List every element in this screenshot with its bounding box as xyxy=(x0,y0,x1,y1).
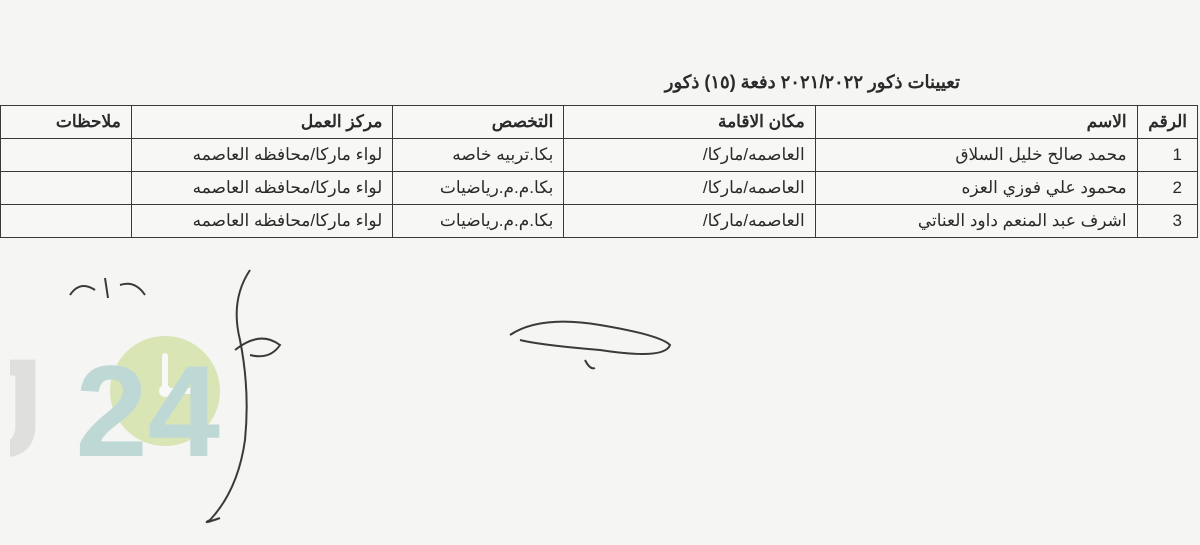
cell-num: 2 xyxy=(1137,172,1197,205)
signature-small-mark xyxy=(60,270,150,315)
cell-num: 3 xyxy=(1137,205,1197,238)
svg-text:J: J xyxy=(10,329,45,486)
cell-residence: العاصمه/ماركا/ xyxy=(564,139,815,172)
table-row: 1 محمد صالح خليل السلاق العاصمه/ماركا/ ب… xyxy=(1,139,1198,172)
table-header-row: الرقم الاسم مكان الاقامة التخصص مركز الع… xyxy=(1,106,1198,139)
cell-name: محمد صالح خليل السلاق xyxy=(815,139,1137,172)
page-title: تعيينات ذكور ٢٠٢١/٢٠٢٢ دفعة (١٥) ذكور xyxy=(665,72,960,93)
cell-work: لواء ماركا/محافظه العاصمه xyxy=(131,172,393,205)
cell-residence: العاصمه/ماركا/ xyxy=(564,172,815,205)
watermark-logo: J 24 xyxy=(10,296,330,501)
cell-name: اشرف عبد المنعم داود العناتي xyxy=(815,205,1137,238)
header-spec: التخصص xyxy=(393,106,564,139)
cell-spec: بكا.م.م.رياضيات xyxy=(393,205,564,238)
appointments-table: الرقم الاسم مكان الاقامة التخصص مركز الع… xyxy=(0,105,1198,238)
cell-notes xyxy=(1,172,132,205)
table-row: 2 محمود علي فوزي العزه العاصمه/ماركا/ بك… xyxy=(1,172,1198,205)
header-num: الرقم xyxy=(1137,106,1197,139)
cell-work: لواء ماركا/محافظه العاصمه xyxy=(131,139,393,172)
cell-notes xyxy=(1,139,132,172)
cell-name: محمود علي فوزي العزه xyxy=(815,172,1137,205)
svg-text:24: 24 xyxy=(75,338,220,484)
cell-notes xyxy=(1,205,132,238)
signature-mark xyxy=(150,260,350,545)
header-work: مركز العمل xyxy=(131,106,393,139)
header-name: الاسم xyxy=(815,106,1137,139)
table-row: 3 اشرف عبد المنعم داود العناتي العاصمه/م… xyxy=(1,205,1198,238)
cell-spec: بكا.م.م.رياضيات xyxy=(393,172,564,205)
signature-mark xyxy=(490,300,710,405)
cell-num: 1 xyxy=(1137,139,1197,172)
cell-work: لواء ماركا/محافظه العاصمه xyxy=(131,205,393,238)
header-notes: ملاحظات xyxy=(1,106,132,139)
header-residence: مكان الاقامة xyxy=(564,106,815,139)
cell-spec: بكا.تربيه خاصه xyxy=(393,139,564,172)
cell-residence: العاصمه/ماركا/ xyxy=(564,205,815,238)
